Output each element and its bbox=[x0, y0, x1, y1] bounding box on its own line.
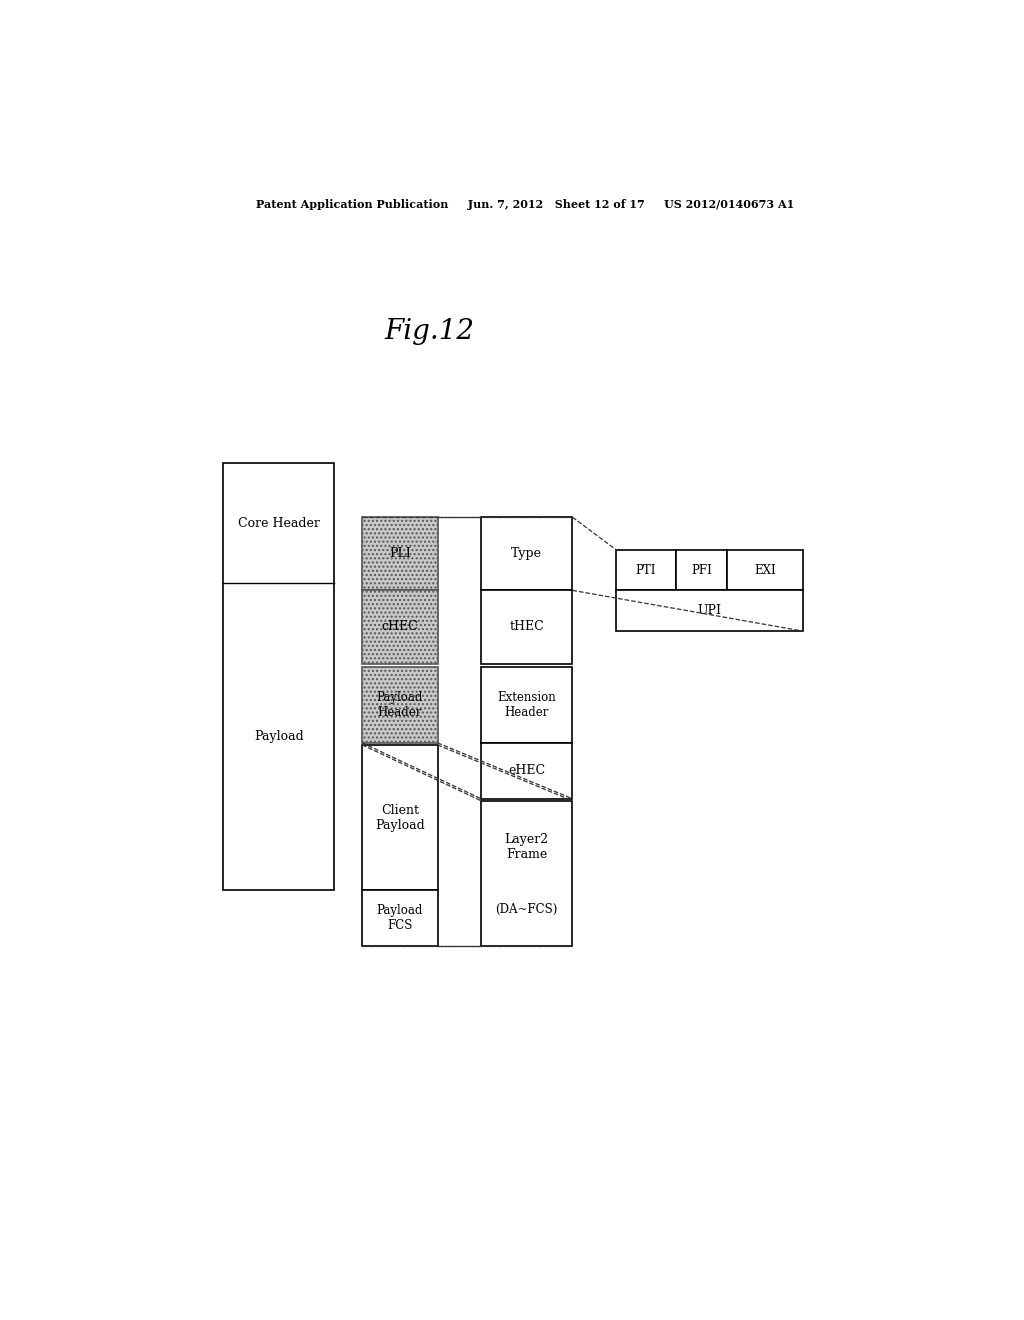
Bar bbox=[362, 590, 437, 664]
Text: tHEC: tHEC bbox=[509, 620, 544, 634]
Bar bbox=[616, 590, 803, 631]
Text: Layer2
Frame: Layer2 Frame bbox=[505, 833, 549, 861]
Text: PTI: PTI bbox=[636, 564, 656, 577]
Text: cHEC: cHEC bbox=[381, 620, 418, 634]
Text: EXI: EXI bbox=[754, 564, 776, 577]
Bar bbox=[362, 667, 437, 743]
Text: Extension
Header: Extension Header bbox=[498, 690, 556, 718]
Text: Fig.12: Fig.12 bbox=[385, 318, 474, 345]
Bar bbox=[616, 549, 676, 590]
Text: PLI: PLI bbox=[389, 548, 411, 560]
Bar bbox=[481, 743, 572, 799]
Text: eHEC: eHEC bbox=[508, 764, 546, 777]
Text: Type: Type bbox=[511, 548, 543, 560]
Bar bbox=[223, 463, 334, 890]
Text: Client
Payload: Client Payload bbox=[375, 804, 425, 832]
Text: UPI: UPI bbox=[697, 605, 721, 618]
Text: Payload
Header: Payload Header bbox=[377, 690, 423, 718]
Bar bbox=[481, 590, 572, 664]
Bar bbox=[676, 549, 727, 590]
Text: Patent Application Publication     Jun. 7, 2012   Sheet 12 of 17     US 2012/014: Patent Application Publication Jun. 7, 2… bbox=[256, 198, 794, 210]
Text: Payload: Payload bbox=[254, 730, 304, 743]
Text: PFI: PFI bbox=[691, 564, 712, 577]
Bar bbox=[362, 890, 437, 946]
Bar bbox=[362, 517, 437, 590]
Bar bbox=[362, 744, 437, 890]
Bar bbox=[481, 667, 572, 743]
Text: Core Header: Core Header bbox=[238, 516, 319, 529]
Bar bbox=[481, 517, 572, 590]
Bar bbox=[481, 801, 572, 946]
Bar bbox=[727, 549, 803, 590]
Text: (DA~FCS): (DA~FCS) bbox=[496, 903, 558, 916]
Text: Payload
FCS: Payload FCS bbox=[377, 904, 423, 932]
